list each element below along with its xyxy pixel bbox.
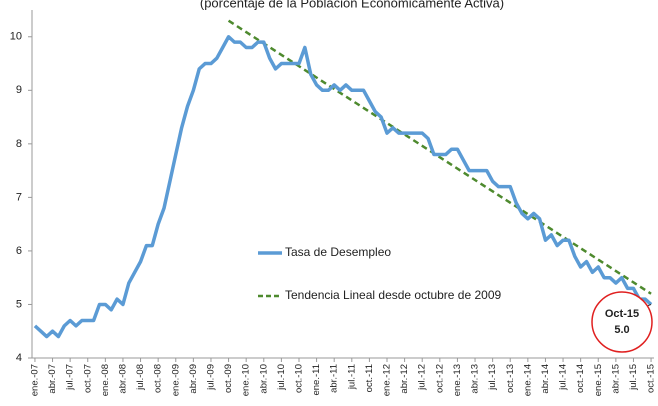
x-tick-label: jul.-11: [346, 364, 357, 390]
x-tick-label: jul.-09: [205, 364, 216, 391]
x-tick-label: oct.-11: [364, 364, 375, 392]
x-tick-label: abr.-15: [610, 364, 621, 394]
x-tick-label: ene.-13: [452, 364, 463, 396]
x-tick-label: oct.-09: [223, 364, 234, 393]
y-tick-label: 8: [16, 138, 22, 150]
x-tick-label: abr.-11: [329, 364, 340, 393]
y-tick-label: 9: [16, 84, 22, 96]
annotation-text: Oct-15: [605, 308, 639, 320]
x-tick-label: oct.-10: [294, 364, 305, 393]
data-line: [33, 35, 653, 339]
y-tick-label: 6: [16, 245, 22, 257]
legend-label: Tasa de Desempleo: [285, 245, 391, 259]
x-tick-label: abr.-12: [399, 364, 410, 394]
x-tick-label: abr.-14: [540, 364, 551, 394]
x-tick-label: abr.-10: [258, 364, 269, 394]
x-tick-label: ene.-12: [382, 364, 393, 396]
x-tick-label: oct.-13: [505, 364, 516, 393]
y-tick-label: 5: [16, 298, 22, 310]
x-tick-label: abr.-08: [117, 364, 128, 394]
x-tick-label: jul.-13: [487, 364, 498, 391]
x-tick-label: jul.-07: [65, 364, 76, 391]
x-tick-label: ene.-07: [29, 364, 40, 396]
x-tick-label: abr.-07: [47, 364, 58, 394]
x-tick-label: ene.-11: [311, 364, 322, 396]
chart-title: (porcentaje de la Población Económicamen…: [200, 0, 504, 10]
x-tick-label: ene.-09: [170, 364, 181, 396]
x-tick-label: oct.-15: [646, 364, 657, 393]
x-tick-label: jul.-08: [135, 364, 146, 391]
x-tick-label: ene.-08: [100, 364, 111, 396]
x-tick-label: oct.-07: [82, 364, 93, 393]
x-tick-label: ene.-15: [593, 364, 604, 396]
y-tick-label: 7: [16, 191, 22, 203]
legend-label: Tendencia Lineal desde octubre de 2009: [285, 288, 501, 302]
x-tick-label: abr.-13: [470, 364, 481, 394]
y-tick-label: 10: [10, 31, 22, 43]
x-tick-label: jul.-10: [276, 364, 287, 391]
x-tick-label: oct.-08: [153, 364, 164, 393]
x-tick-label: oct.-12: [434, 364, 445, 393]
x-tick-label: jul.-14: [558, 364, 569, 391]
x-tick-label: jul.-15: [628, 364, 639, 391]
x-tick-label: oct.-14: [575, 364, 586, 393]
x-tick-label: jul.-12: [417, 364, 428, 391]
x-tick-label: ene.-14: [522, 364, 533, 396]
x-tick-label: abr.-09: [188, 364, 199, 394]
y-tick-label: 4: [16, 352, 22, 364]
x-tick-label: ene.-10: [241, 364, 252, 396]
trend-line: [227, 19, 652, 295]
annotation-circle: [591, 291, 653, 353]
annotation-value: 5.0: [614, 324, 629, 336]
